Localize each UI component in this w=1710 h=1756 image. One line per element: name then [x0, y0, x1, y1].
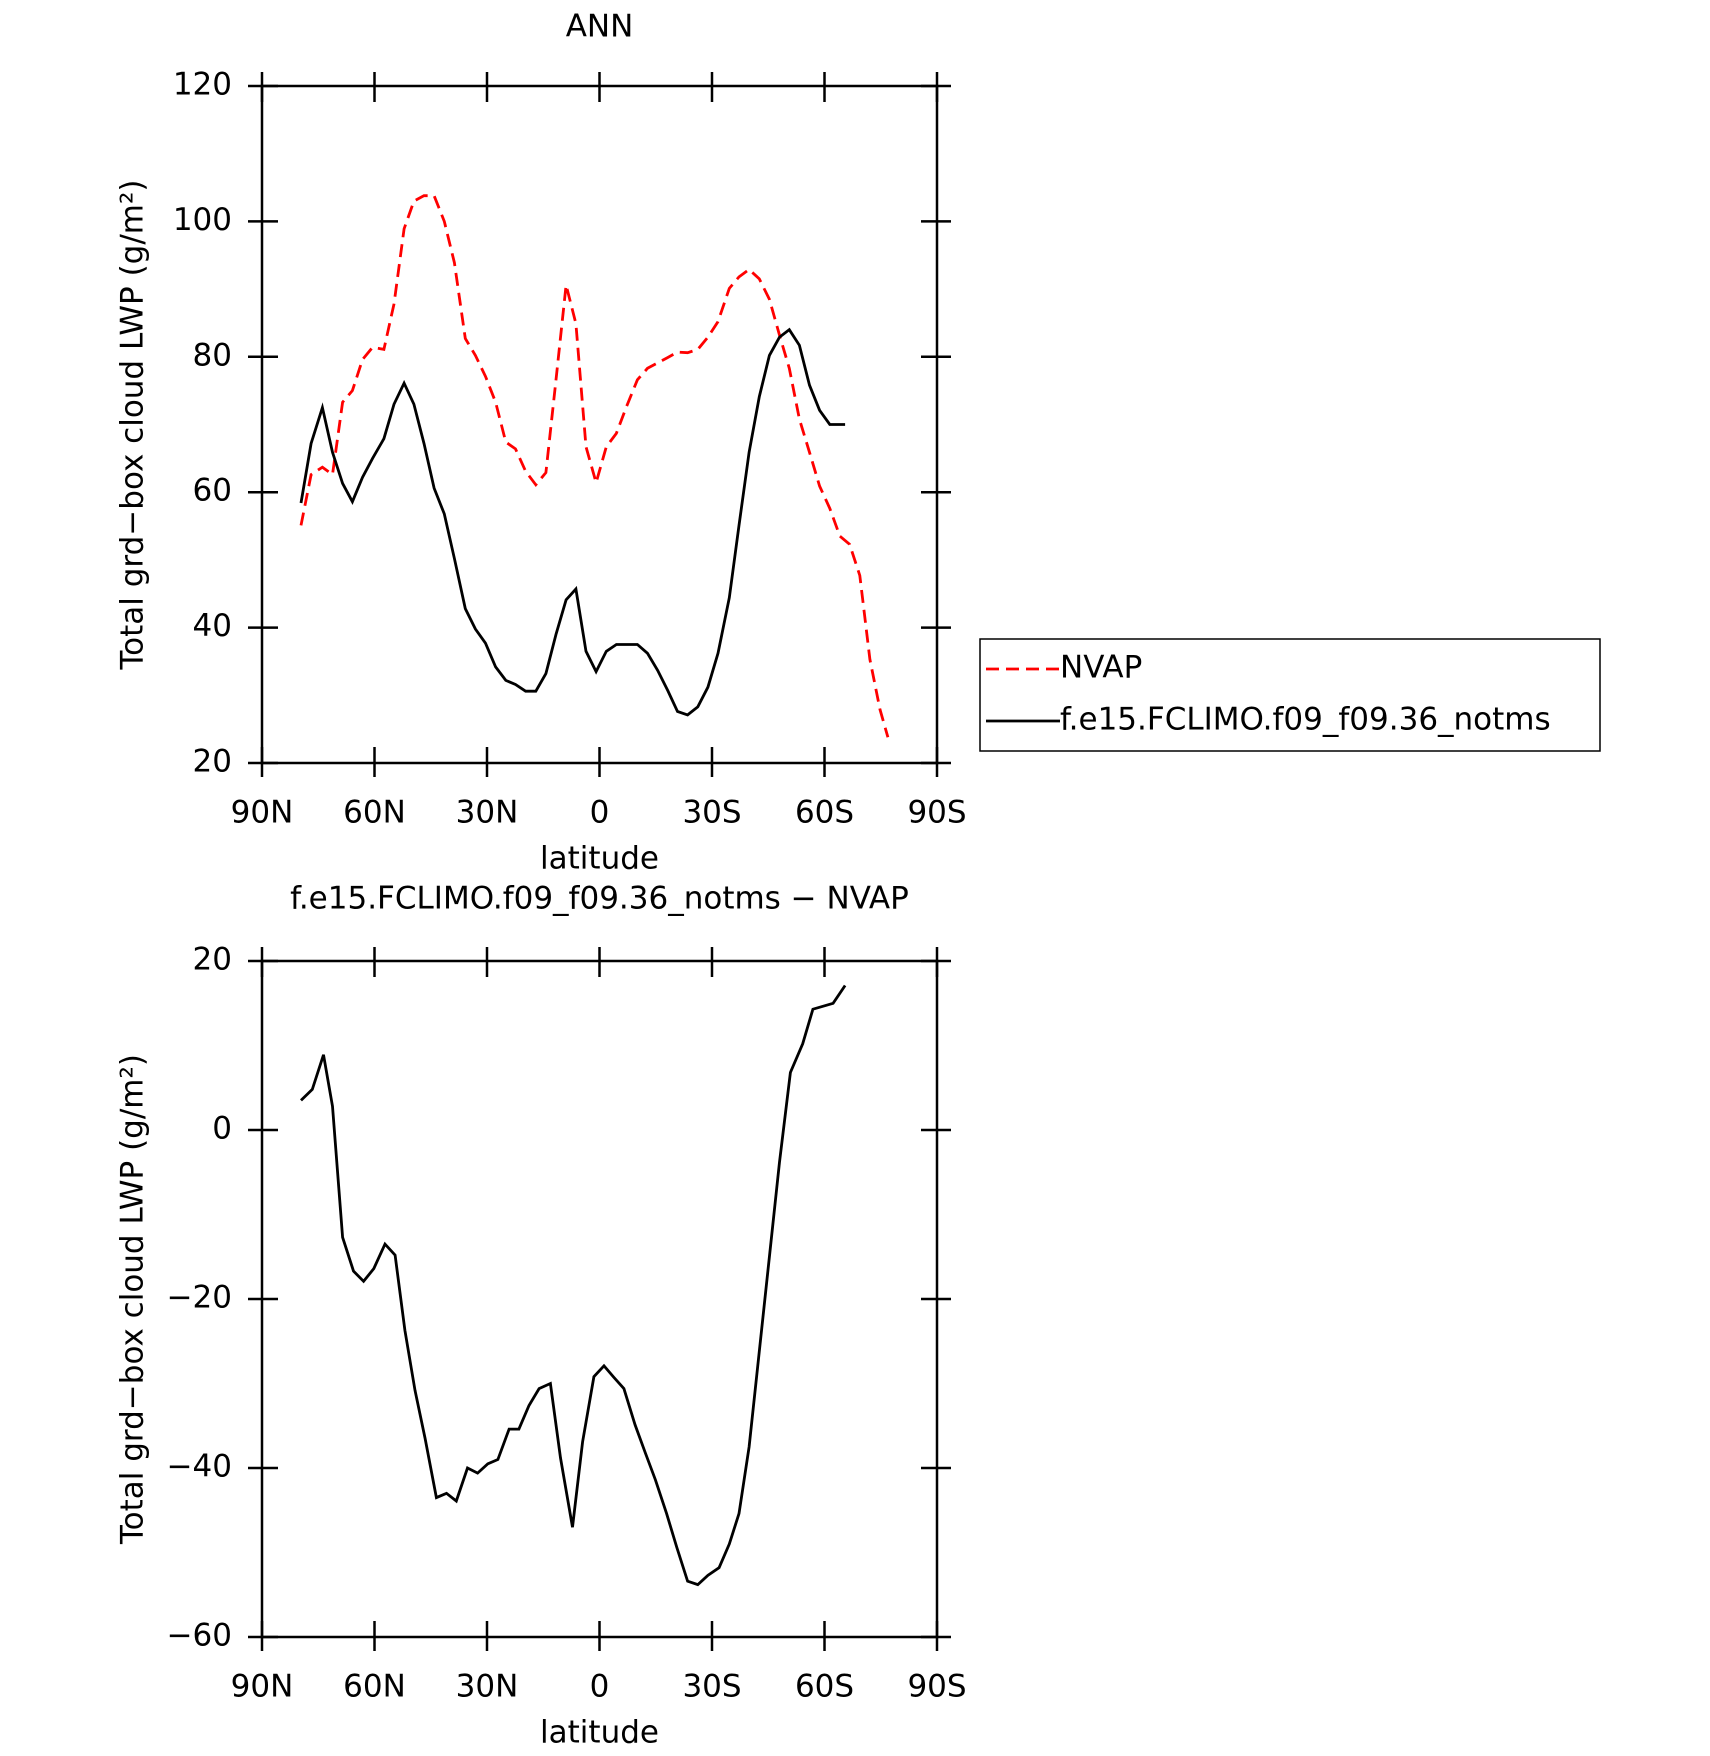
y-tick-label: 20 — [193, 744, 232, 780]
y-tick-label: 20 — [193, 942, 232, 978]
y-axis-label: Total grd−box cloud LWP (g/m²) — [115, 1054, 151, 1545]
series-line — [300, 984, 847, 1587]
x-tick-label: 60N — [343, 1669, 406, 1705]
plot-frame — [260, 959, 939, 1639]
y-tick-label: −40 — [167, 1449, 232, 1485]
y-tick-label: 120 — [173, 67, 232, 103]
series-line — [299, 194, 890, 738]
x-tick-label: 90S — [907, 1669, 966, 1705]
y-tick-label: 80 — [193, 337, 232, 373]
x-tick-label: 60N — [343, 795, 406, 831]
x-tick-label: 60S — [795, 795, 854, 831]
x-tick-label: 90S — [907, 795, 966, 831]
legend-box — [979, 638, 1601, 752]
x-tick-label: 90N — [231, 1669, 294, 1705]
y-tick-label: 100 — [173, 202, 232, 238]
x-tick-label: 0 — [590, 795, 610, 831]
x-tick-label: 60S — [795, 1669, 854, 1705]
series-line — [299, 327, 846, 717]
x-axis-label: latitude — [540, 841, 659, 877]
legend-label: f.e15.FCLIMO.f09_f09.36_notms — [1060, 702, 1551, 738]
y-tick-label: −60 — [167, 1618, 232, 1654]
chart-title: f.e15.FCLIMO.f09_f09.36_notms − NVAP — [290, 881, 909, 917]
legend-label: NVAP — [1060, 650, 1142, 686]
x-tick-label: 30N — [456, 1669, 519, 1705]
legend: NVAP f.e15.FCLIMO.f09_f09.36_notms — [979, 638, 1601, 752]
x-tick-label: 30S — [682, 1669, 741, 1705]
x-axis-label: latitude — [540, 1715, 659, 1751]
y-tick-label: 0 — [212, 1111, 232, 1147]
y-tick-label: −20 — [167, 1280, 232, 1316]
x-tick-label: 0 — [590, 1669, 610, 1705]
y-tick-label: 40 — [193, 608, 232, 644]
chart-title: ANN — [566, 9, 634, 45]
x-tick-label: 30S — [682, 795, 741, 831]
x-tick-label: 90N — [231, 795, 294, 831]
x-tick-label: 30N — [456, 795, 519, 831]
y-tick-label: 60 — [193, 473, 232, 509]
y-axis-label: Total grd−box cloud LWP (g/m²) — [115, 179, 151, 670]
